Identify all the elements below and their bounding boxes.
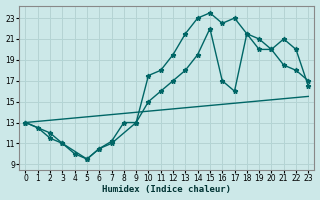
X-axis label: Humidex (Indice chaleur): Humidex (Indice chaleur) [102,185,231,194]
